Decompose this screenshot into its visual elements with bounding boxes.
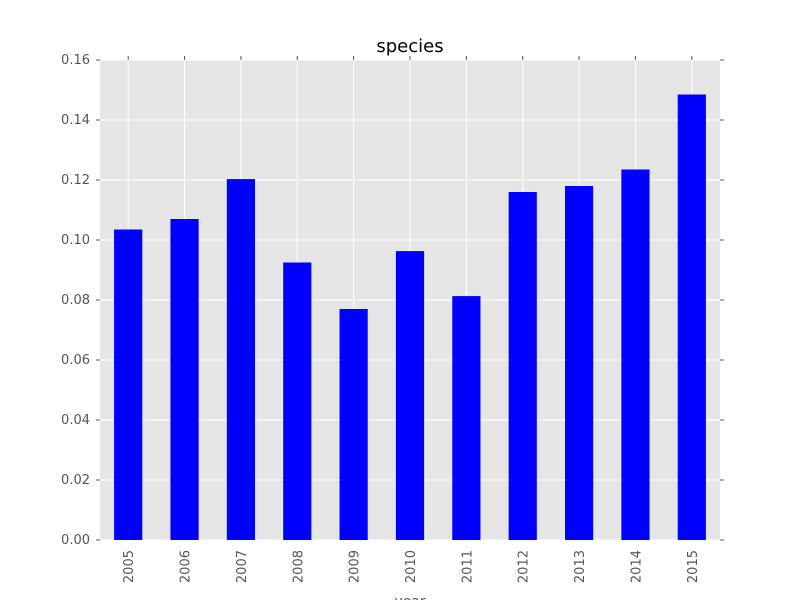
x-tick-label: 2012 — [517, 550, 532, 583]
y-tick-label: 0.02 — [61, 473, 90, 488]
y-tick-label: 0.04 — [61, 413, 90, 428]
x-tick-label: 2010 — [404, 550, 419, 583]
bar-2005 — [114, 229, 143, 540]
x-tick-label: 2009 — [348, 550, 363, 583]
y-tick-labels: 0.00 0.02 0.04 0.06 0.08 0.10 0.12 0.14 0.16 — [61, 53, 90, 548]
x-tick-label: 2007 — [235, 550, 250, 583]
y-tick-label: 0.00 — [61, 533, 90, 548]
x-tick-label: 2005 — [122, 550, 137, 583]
y-tick-label: 0.10 — [61, 233, 90, 248]
x-axis-label: year — [394, 594, 425, 600]
y-tick-label: 0.14 — [61, 113, 90, 128]
x-tick-label: 2015 — [686, 550, 701, 583]
tick-marks — [96, 56, 724, 541]
y-tick-label: 0.08 — [61, 293, 90, 308]
x-tick-label: 2006 — [179, 550, 194, 583]
y-tick-label: 0.06 — [61, 353, 90, 368]
bar-2013 — [565, 186, 594, 540]
bar-2011 — [452, 296, 481, 540]
x-tick-label: 2011 — [460, 550, 475, 583]
y-tick-label: 0.12 — [61, 173, 90, 188]
chart-title: species — [376, 36, 443, 57]
bar-2015 — [677, 94, 706, 540]
x-tick-label: 2008 — [291, 550, 306, 583]
y-tick-label: 0.16 — [61, 53, 90, 68]
bar-2014 — [621, 169, 650, 540]
bar-2012 — [508, 192, 537, 540]
bars — [114, 94, 706, 540]
bar-2006 — [170, 219, 199, 540]
bar-2010 — [395, 251, 425, 540]
x-tick-label: 2014 — [629, 550, 644, 583]
bar-2007 — [226, 179, 255, 540]
x-tick-label: 2013 — [573, 550, 588, 583]
bar-2008 — [283, 262, 312, 540]
bar-2009 — [339, 309, 368, 540]
x-tick-labels: 2005 2006 2007 2008 2009 2010 2011 2012 2013 2014… — [122, 550, 701, 583]
